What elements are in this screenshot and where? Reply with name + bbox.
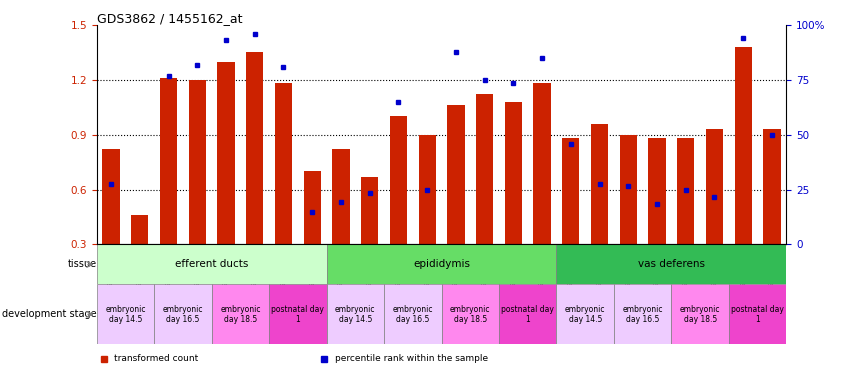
Text: percentile rank within the sample: percentile rank within the sample	[335, 354, 488, 363]
Text: postnatal day
1: postnatal day 1	[731, 305, 784, 324]
Bar	[131, 215, 148, 245]
Text: embryonic
day 18.5: embryonic day 18.5	[680, 305, 721, 324]
Bar	[648, 138, 665, 245]
Bar	[275, 83, 292, 245]
Text: embryonic
day 18.5: embryonic day 18.5	[220, 305, 261, 324]
Bar	[677, 138, 695, 245]
Bar	[476, 94, 493, 245]
Bar	[97, 245, 326, 285]
Text: vas deferens: vas deferens	[637, 260, 705, 270]
Text: embryonic
day 14.5: embryonic day 14.5	[335, 305, 376, 324]
Text: embryonic
day 14.5: embryonic day 14.5	[565, 305, 606, 324]
Text: embryonic
day 18.5: embryonic day 18.5	[450, 305, 490, 324]
Text: development stage: development stage	[2, 309, 97, 319]
Bar	[706, 129, 723, 245]
Bar	[384, 285, 442, 344]
Text: efferent ducts: efferent ducts	[175, 260, 248, 270]
Bar	[326, 245, 557, 285]
Bar	[764, 129, 780, 245]
Bar	[557, 285, 614, 344]
Bar	[729, 285, 786, 344]
Bar	[499, 285, 557, 344]
Bar	[562, 138, 579, 245]
Text: transformed count: transformed count	[114, 354, 198, 363]
Bar	[614, 285, 671, 344]
Bar	[389, 116, 407, 245]
Bar	[447, 106, 464, 245]
Text: postnatal day
1: postnatal day 1	[272, 305, 325, 324]
Bar	[505, 102, 522, 245]
Bar	[269, 285, 326, 344]
Bar	[361, 177, 378, 245]
Bar	[620, 135, 637, 245]
Bar	[246, 52, 263, 245]
Text: tissue: tissue	[67, 260, 97, 270]
Bar	[735, 47, 752, 245]
Bar	[671, 285, 729, 344]
Bar	[442, 285, 499, 344]
Bar	[97, 285, 154, 344]
Bar	[304, 171, 320, 245]
Text: embryonic
day 16.5: embryonic day 16.5	[622, 305, 663, 324]
Text: embryonic
day 16.5: embryonic day 16.5	[162, 305, 204, 324]
Bar	[154, 285, 212, 344]
Bar	[419, 135, 436, 245]
Text: postnatal day
1: postnatal day 1	[501, 305, 554, 324]
Text: epididymis: epididymis	[413, 260, 470, 270]
Bar	[217, 61, 235, 245]
Bar	[332, 149, 350, 245]
Bar	[160, 78, 177, 245]
Bar	[591, 124, 608, 245]
Bar	[557, 245, 786, 285]
Text: GDS3862 / 1455162_at: GDS3862 / 1455162_at	[97, 12, 242, 25]
Bar	[533, 83, 551, 245]
Bar	[103, 149, 119, 245]
Text: embryonic
day 14.5: embryonic day 14.5	[105, 305, 145, 324]
Bar	[212, 285, 269, 344]
Bar	[188, 80, 206, 245]
Bar	[326, 285, 384, 344]
Text: embryonic
day 16.5: embryonic day 16.5	[393, 305, 433, 324]
